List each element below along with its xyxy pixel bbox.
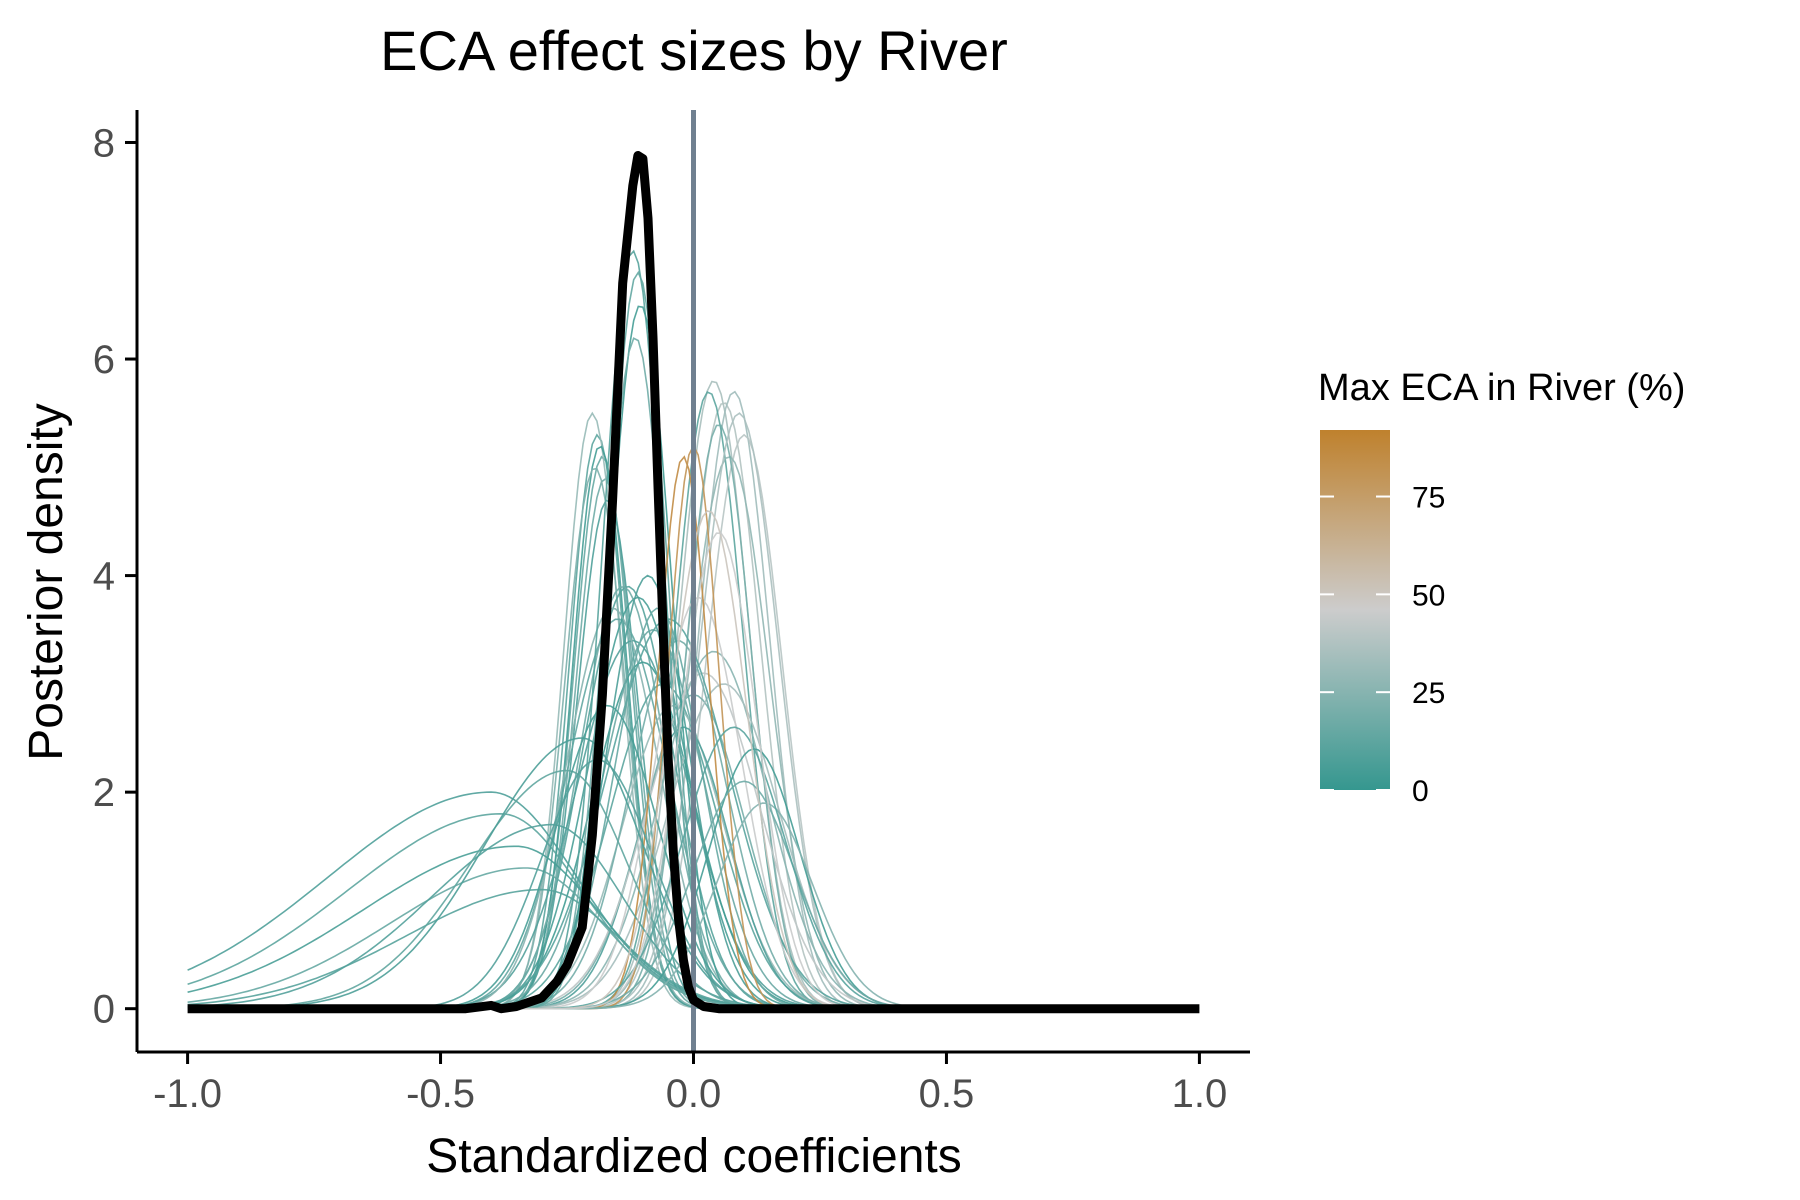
legend-colorbar xyxy=(1320,430,1390,790)
legend-tick-label: 50 xyxy=(1412,579,1445,612)
legend-tick-label: 0 xyxy=(1412,775,1429,808)
legend-tick-label: 25 xyxy=(1412,677,1445,710)
y-axis-ticks: 0 2 4 6 8 xyxy=(93,121,137,1032)
x-tick-label: -0.5 xyxy=(406,1072,475,1116)
x-tick-label: 0.5 xyxy=(919,1072,975,1116)
legend: Max ECA in River (%) 0 25 50 75 xyxy=(1318,367,1685,808)
y-axis-title: Posterior density xyxy=(20,403,73,761)
y-tick-label: 0 xyxy=(93,988,115,1032)
chart-title: ECA effect sizes by River xyxy=(380,19,1008,82)
legend-title: Max ECA in River (%) xyxy=(1318,367,1685,409)
legend-ticks: 0 25 50 75 xyxy=(1320,482,1445,808)
y-tick-label: 6 xyxy=(93,338,115,382)
y-tick-label: 2 xyxy=(93,771,115,815)
x-tick-label: 0.0 xyxy=(666,1072,722,1116)
x-tick-label: -1.0 xyxy=(153,1072,222,1116)
overall-density-curve xyxy=(187,151,1200,1014)
y-tick-label: 4 xyxy=(93,555,115,599)
y-tick-label: 8 xyxy=(93,121,115,165)
legend-tick-label: 75 xyxy=(1412,482,1445,515)
x-tick-label: 1.0 xyxy=(1172,1072,1228,1116)
x-axis-ticks: -1.0 -0.5 0.0 0.5 1.0 xyxy=(153,1052,1227,1116)
x-axis-title: Standardized coefficients xyxy=(426,1130,961,1183)
